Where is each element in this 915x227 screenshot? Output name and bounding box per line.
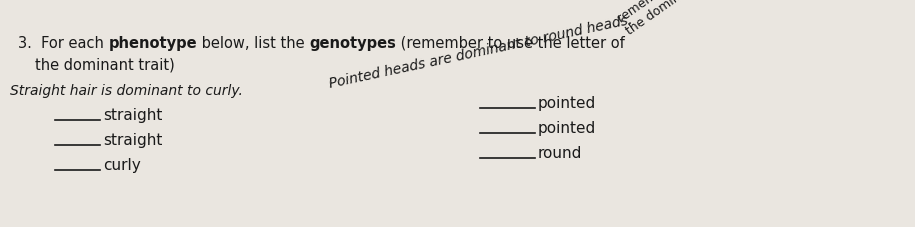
Text: straight: straight <box>103 108 162 123</box>
Text: Pointed heads are dominant to round heads.: Pointed heads are dominant to round head… <box>328 13 633 91</box>
Text: pointed: pointed <box>538 96 597 111</box>
Text: pointed: pointed <box>538 121 597 136</box>
Text: remember to use the letter of
the dominant trait): remember to use the letter of the domina… <box>615 0 784 38</box>
Text: round: round <box>538 146 582 161</box>
Text: the dominant trait): the dominant trait) <box>35 58 175 73</box>
Text: genotypes: genotypes <box>309 36 396 51</box>
Text: 3.  For each: 3. For each <box>18 36 109 51</box>
Text: straight: straight <box>103 133 162 148</box>
Text: (remember to use the letter of: (remember to use the letter of <box>396 36 625 51</box>
Text: Straight hair is dominant to curly.: Straight hair is dominant to curly. <box>10 84 242 98</box>
Text: curly: curly <box>103 158 141 173</box>
Text: phenotype: phenotype <box>109 36 197 51</box>
Text: below, list the: below, list the <box>197 36 309 51</box>
